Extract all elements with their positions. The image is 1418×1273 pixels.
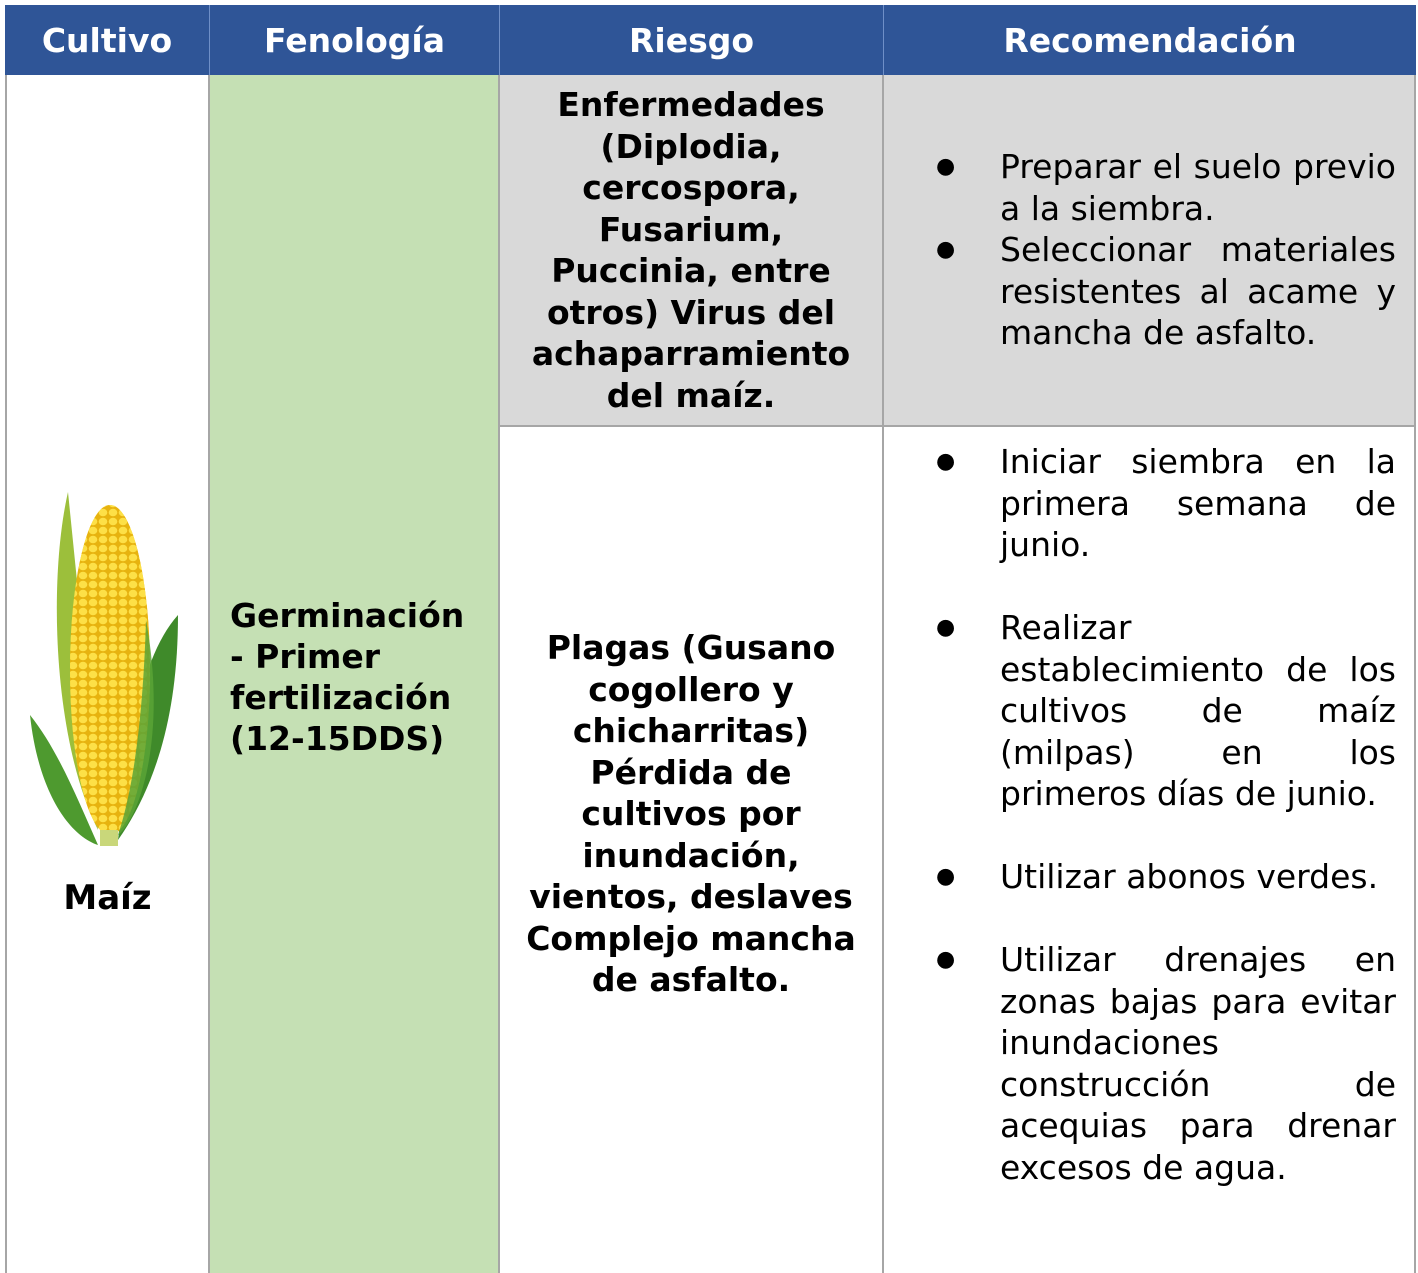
header-cell: Fenología xyxy=(210,5,500,75)
recommendation-cell: Preparar el suelo previo a la siembra.Se… xyxy=(884,75,1416,427)
recommendation-list: Preparar el suelo previo a la siembra.Se… xyxy=(936,146,1396,354)
corn-image xyxy=(29,492,178,846)
header-cell: Cultivo xyxy=(5,5,210,75)
table: Cultivo Fenología Riesgo Recomendación M… xyxy=(5,5,1416,1273)
header-cell: Riesgo xyxy=(500,5,884,75)
recommendation-cell: Iniciar siembra en la primera semana de … xyxy=(884,427,1416,1273)
risk-cell: Plagas (Gusano cogollero y chicharritas)… xyxy=(500,427,884,1273)
risk-text: Enfermedades (Diplodia, cercospora, Fusa… xyxy=(531,85,851,415)
recommendation-item: Iniciar siembra en la primera semana de … xyxy=(936,441,1396,566)
recommendation-item: Realizar establecimiento de los cultivos… xyxy=(936,607,1396,815)
recommendation-item: Preparar el suelo previo a la siembra. xyxy=(936,146,1396,229)
risk-text: Plagas (Gusano cogollero y chicharritas)… xyxy=(526,628,856,999)
recommendation-item: Seleccionar materiales resistentes al ac… xyxy=(936,229,1396,354)
recommendation-item: Utilizar abonos verdes. xyxy=(936,856,1396,898)
risk-cell: Enfermedades (Diplodia, cercospora, Fusa… xyxy=(500,75,884,427)
phenology-cell: Germinación - Primer fertilización (12-1… xyxy=(210,75,500,1273)
recommendation-list: Iniciar siembra en la primera semana de … xyxy=(936,441,1396,1230)
crop-cell: Maíz xyxy=(5,75,210,1273)
header-cell: Recomendación xyxy=(884,5,1416,75)
table-grid: Cultivo Fenología Riesgo Recomendación M… xyxy=(5,5,1416,1273)
crop-name: Maíz xyxy=(63,878,152,918)
recommendation-item: Utilizar drenajes en zonas bajas para ev… xyxy=(936,939,1396,1188)
